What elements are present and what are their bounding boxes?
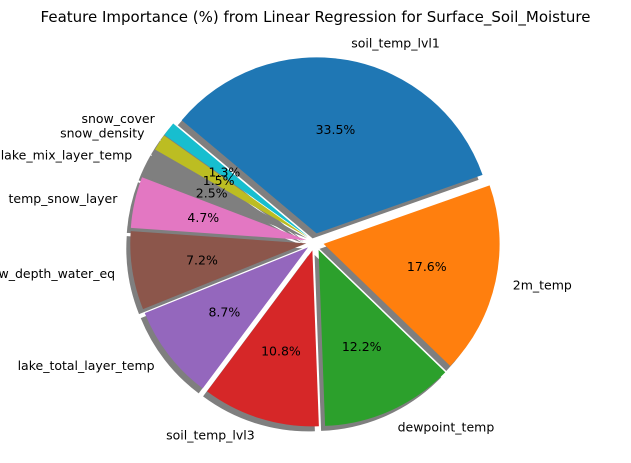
slice-soil_temp_lvl3 bbox=[207, 250, 319, 427]
slice-label: lake_total_layer_temp bbox=[18, 358, 155, 373]
slice-label: snow_density bbox=[60, 125, 145, 140]
slice-percent-label: 2.5% bbox=[196, 185, 228, 200]
slice-percent-label: 1.3% bbox=[209, 165, 241, 180]
slice-percent-label: 8.7% bbox=[208, 304, 240, 319]
chart-title: Feature Importance (%) from Linear Regre… bbox=[41, 8, 591, 27]
slice-percent-label: 33.5% bbox=[316, 122, 356, 137]
slice-percent-label: 12.2% bbox=[342, 339, 382, 354]
pie-slices bbox=[130, 57, 500, 427]
slice-snow_cover bbox=[164, 123, 309, 237]
slice-labels: soil_temp_lvl1 2m_temp dewpoint_temp soil_t… bbox=[0, 35, 572, 442]
slice-label: temp_snow_layer bbox=[8, 191, 118, 206]
slice-label: soil_temp_lvl3 bbox=[166, 428, 255, 443]
slice-soil_temp_lvl1 bbox=[181, 57, 483, 234]
slice-percent-label: 1.5% bbox=[203, 173, 235, 188]
percent-labels: 33.5% 17.6% 12.2% 10.8% 8.7% 7.2% 4.7% 2.5%1.5%… bbox=[186, 122, 447, 359]
slice-label: snow_cover bbox=[81, 111, 155, 126]
slice-label: soil_temp_lvl1 bbox=[351, 35, 440, 50]
slice-label: 2m_temp bbox=[513, 278, 572, 293]
slice-lake_total_layer_temp bbox=[144, 247, 309, 389]
slice-2m_temp bbox=[323, 185, 500, 367]
slice-percent-label: 4.7% bbox=[187, 210, 219, 225]
slice-percent-label: 7.2% bbox=[186, 252, 218, 267]
slice-temp_snow_layer bbox=[130, 177, 307, 241]
slice-snow_depth_water_eq bbox=[130, 231, 307, 310]
slice-label: dewpoint_temp bbox=[398, 419, 495, 434]
slice-label: lake_mix_layer_temp bbox=[1, 148, 133, 163]
slice-dewpoint_temp bbox=[318, 250, 446, 426]
slice-label: snow_depth_water_eq bbox=[0, 266, 115, 281]
slice-snow_density bbox=[155, 135, 308, 238]
slice-percent-label: 17.6% bbox=[407, 259, 447, 274]
slice-percent-label: 10.8% bbox=[261, 344, 301, 359]
slice-lake_mix_layer_temp bbox=[142, 150, 308, 239]
